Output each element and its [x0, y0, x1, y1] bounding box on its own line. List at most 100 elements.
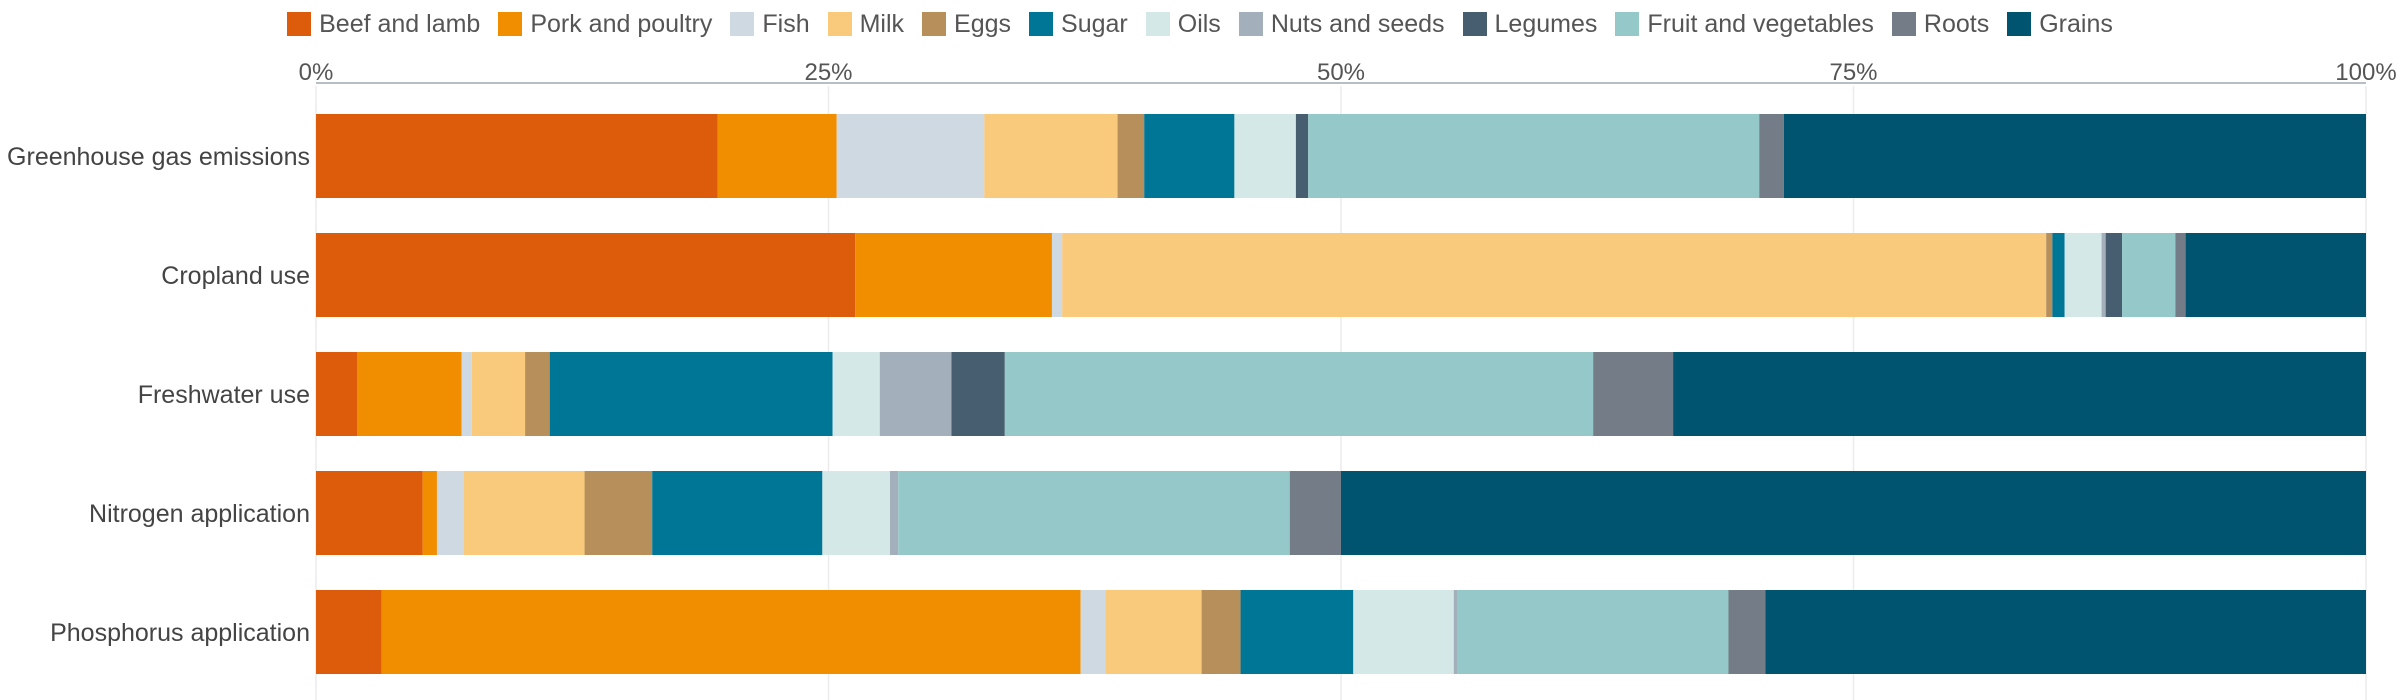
- bar-segment: [1295, 114, 1309, 198]
- x-tick-label: 100%: [2335, 59, 2396, 86]
- bar-segment: [357, 352, 462, 436]
- legend-swatch: [1615, 12, 1640, 36]
- legend-swatch: [922, 12, 947, 36]
- category-label: Freshwater use: [138, 381, 310, 409]
- legend-item[interactable]: Roots: [1891, 9, 1990, 39]
- bar-segment: [1080, 590, 1106, 674]
- bar-segment: [471, 352, 526, 436]
- bar-segment: [898, 471, 1290, 555]
- legend-label: Nuts and seeds: [1270, 9, 1445, 38]
- bar-segment: [1728, 590, 1766, 674]
- legend-label: Oils: [1177, 9, 1221, 38]
- bar-segment: [1289, 471, 1341, 555]
- legend-label: Pork and poultry: [530, 9, 713, 38]
- bar-segment: [381, 590, 1081, 674]
- bar-segment: [461, 352, 472, 436]
- legend-swatch: [1145, 12, 1170, 36]
- bar-segment: [855, 233, 1052, 317]
- x-tick-label: 25%: [804, 59, 852, 86]
- legend-item[interactable]: Milk: [827, 9, 905, 39]
- bar-segment: [1062, 233, 2047, 317]
- bar-segment: [984, 114, 1118, 198]
- legend-label: Eggs: [954, 9, 1012, 38]
- bar-segment: [525, 352, 550, 436]
- legend-item[interactable]: Pork and poultry: [498, 10, 712, 39]
- legend-item[interactable]: Beef and lamb: [287, 10, 480, 39]
- legend-label: Fruit and vegetables: [1647, 9, 1874, 38]
- bar-segment: [1593, 352, 1674, 436]
- bar-segment: [1783, 114, 2366, 198]
- bar-segment: [832, 352, 880, 436]
- legend-label: Roots: [1923, 9, 1990, 38]
- bar-segment: [2122, 233, 2176, 317]
- bar-segment: [2185, 233, 2366, 317]
- bar-segment: [1004, 352, 1594, 436]
- bar-segment: [2052, 233, 2065, 317]
- bar-segment: [1201, 590, 1241, 674]
- bar-segment: [2046, 233, 2053, 317]
- legend-label: Sugar: [1061, 9, 1128, 38]
- bar-segment: [316, 114, 718, 198]
- bar-segment: [1234, 114, 1296, 198]
- bar-segment: [717, 114, 837, 198]
- legend-item[interactable]: Legumes: [1462, 9, 1598, 39]
- category-label: Greenhouse gas emissions: [7, 143, 310, 171]
- bar-segment: [1765, 590, 2366, 674]
- legend-swatch: [287, 12, 312, 36]
- legend-item[interactable]: Sugar: [1029, 10, 1128, 39]
- bar-segment: [1457, 590, 1729, 674]
- bar-segment: [463, 471, 585, 555]
- bar-segment: [879, 352, 952, 436]
- bar-segment: [549, 352, 833, 436]
- x-tick-label: 50%: [1317, 59, 1365, 86]
- bar-segment: [822, 471, 890, 555]
- legend-label: Legumes: [1494, 9, 1598, 38]
- bar-segment: [1105, 590, 1202, 674]
- bar-segment: [1353, 590, 1454, 674]
- bar-segment: [1673, 352, 2366, 436]
- bar-segment: [436, 471, 464, 555]
- bar-segment: [422, 471, 437, 555]
- bar-segment: [951, 352, 1005, 436]
- bar-segment: [652, 471, 823, 555]
- legend-swatch: [1462, 12, 1487, 36]
- bar-segment: [316, 352, 357, 436]
- bar-segment: [890, 471, 899, 555]
- x-tick-label: 0%: [299, 59, 334, 86]
- legend-item[interactable]: Oils: [1145, 9, 1221, 39]
- bar-segment: [1341, 471, 2366, 555]
- category-label: Nitrogen application: [89, 500, 310, 528]
- category-label: Cropland use: [161, 262, 310, 290]
- legend-item[interactable]: Eggs: [922, 10, 1011, 39]
- bar-segment: [1240, 590, 1354, 674]
- bar-segment: [836, 114, 985, 198]
- x-tick-label: 75%: [1829, 59, 1877, 86]
- legend-item[interactable]: Grains: [2007, 10, 2113, 39]
- bar-segment: [316, 590, 382, 674]
- bar-segment: [584, 471, 653, 555]
- legend-item[interactable]: Fish: [730, 10, 810, 39]
- bar-segment: [1051, 233, 1063, 317]
- legend-label: Grains: [2039, 9, 2113, 38]
- bar-segment: [316, 233, 856, 317]
- bar-segment: [316, 471, 423, 555]
- bar-segment: [2101, 233, 2106, 317]
- legend-item[interactable]: Fruit and vegetables: [1615, 10, 1874, 39]
- bar-segment: [1117, 114, 1145, 198]
- bar-segment: [1453, 590, 1458, 674]
- bar-segment: [2105, 233, 2123, 317]
- legend-label: Milk: [859, 9, 905, 38]
- bar-segment: [1759, 114, 1784, 198]
- legend-swatch: [498, 12, 523, 36]
- legend-swatch: [2007, 12, 2032, 36]
- bar-segment: [2175, 233, 2186, 317]
- legend-swatch: [1029, 12, 1054, 36]
- category-label: Phosphorus application: [50, 619, 310, 647]
- chart-legend: Beef and lamb Pork and poultry Fish Milk Egg…: [0, 4, 2400, 44]
- legend-swatch: [1891, 12, 1916, 36]
- legend-swatch: [730, 12, 755, 36]
- bar-segment: [2064, 233, 2102, 317]
- legend-item[interactable]: Nuts and seeds: [1238, 9, 1445, 39]
- bar-segment: [1308, 114, 1760, 198]
